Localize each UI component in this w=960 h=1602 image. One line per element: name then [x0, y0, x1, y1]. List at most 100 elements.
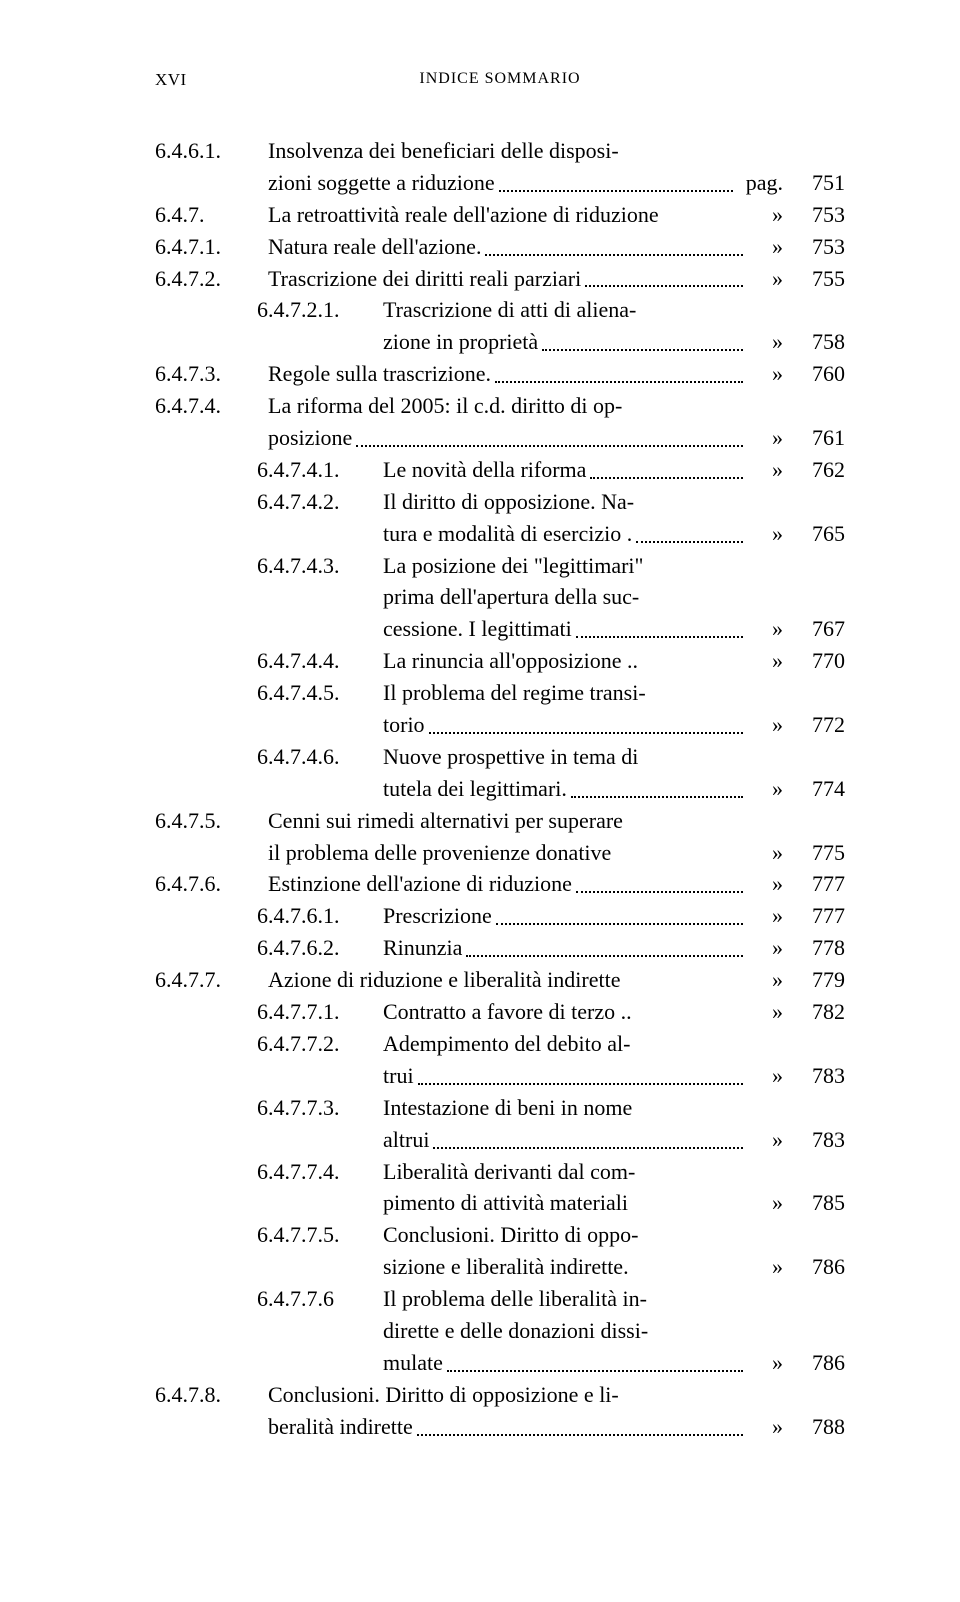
toc-entry: 6.4.7.7.6Il problema delle liberalità in… — [155, 1283, 845, 1379]
toc-line: Trascrizione dei diritti reali parziari»… — [268, 263, 845, 295]
toc-page-symbol: » — [747, 645, 793, 677]
toc-text: Trascrizione di atti di aliena-zione in … — [383, 294, 845, 358]
toc-line-text: cessione. I legittimati — [383, 613, 572, 645]
toc-text: Conclusioni. Diritto di oppo-sizione e l… — [383, 1219, 845, 1283]
toc-page-symbol: » — [747, 613, 793, 645]
toc-page-symbol: » — [747, 1411, 793, 1443]
toc-section-number: 6.4.7.2.1. — [257, 294, 383, 326]
toc-page-number: 786 — [793, 1347, 845, 1379]
toc-line-text: pimento di attività materiali — [383, 1187, 628, 1219]
page-header: XVI INDICE SOMMARIO XVI — [155, 70, 845, 90]
toc-line-text: Liberalità derivanti dal com- — [383, 1156, 635, 1188]
toc-line-text: Contratto a favore di terzo .. — [383, 996, 632, 1028]
toc-page-symbol: » — [747, 358, 793, 390]
toc-page-symbol: » — [747, 868, 793, 900]
toc-line: zioni soggette a riduzionepag.751 — [268, 167, 845, 199]
toc-entry: 6.4.7.La retroattività reale dell'azione… — [155, 199, 845, 231]
toc-leader — [636, 540, 743, 543]
toc-entry: 6.4.7.7.Azione di riduzione e liberalità… — [155, 964, 845, 996]
toc-entry: 6.4.7.5.Cenni sui rimedi alternativi per… — [155, 805, 845, 869]
toc-section-number: 6.4.7.3. — [155, 358, 268, 390]
toc-line: Intestazione di beni in nome — [383, 1092, 845, 1124]
toc-page-ref: »755 — [747, 263, 845, 295]
toc-line-text: beralità indirette — [268, 1411, 413, 1443]
toc-line-text: zione in proprietà — [383, 326, 538, 358]
toc-line: Nuove prospettive in tema di — [383, 741, 845, 773]
toc-line-text: La rinuncia all'opposizione .. — [383, 645, 638, 677]
toc-line: mulate»786 — [383, 1347, 845, 1379]
toc-line: Azione di riduzione e liberalità indiret… — [268, 964, 845, 996]
toc-page-symbol: » — [747, 1187, 793, 1219]
toc-leader — [542, 348, 743, 351]
toc-section-number: 6.4.7.2. — [155, 263, 268, 295]
toc-line: Liberalità derivanti dal com- — [383, 1156, 845, 1188]
toc-line: prima dell'apertura della suc- — [383, 581, 845, 613]
toc-page-ref: »788 — [747, 1411, 845, 1443]
toc-entry: 6.4.7.4.3.La posizione dei "legittimari"… — [155, 550, 845, 646]
toc-page-ref: »777 — [747, 900, 845, 932]
toc-page-symbol: » — [747, 326, 793, 358]
toc-section-number: 6.4.6.1. — [155, 135, 268, 167]
toc-leader — [571, 795, 743, 798]
toc-leader — [356, 444, 743, 447]
toc-line: torio»772 — [383, 709, 845, 741]
toc-line-text: Rinunzia — [383, 932, 462, 964]
toc-page-ref: »778 — [747, 932, 845, 964]
toc-text: Contratto a favore di terzo ..»782 — [383, 996, 845, 1028]
toc-line-text: Conclusioni. Diritto di opposizione e li… — [268, 1379, 619, 1411]
toc-page-number: 783 — [793, 1060, 845, 1092]
toc-section-number: 6.4.7.7.2. — [257, 1028, 383, 1060]
toc-page-symbol: » — [747, 518, 793, 550]
toc-line: Cenni sui rimedi alternativi per superar… — [268, 805, 845, 837]
toc-line: Insolvenza dei beneficiari delle disposi… — [268, 135, 845, 167]
toc-page-ref: »770 — [747, 645, 845, 677]
toc-entry: 6.4.7.7.4.Liberalità derivanti dal com-p… — [155, 1156, 845, 1220]
toc-line-text: torio — [383, 709, 425, 741]
toc-page-ref: »783 — [747, 1060, 845, 1092]
page-number: XVI — [155, 70, 187, 90]
toc-page-ref: »762 — [747, 454, 845, 486]
toc-page-number: 751 — [793, 167, 845, 199]
toc-section-number: 6.4.7.6. — [155, 868, 268, 900]
toc-line: Rinunzia »778 — [383, 932, 845, 964]
toc-text: La retroattività reale dell'azione di ri… — [268, 199, 845, 231]
toc-section-number: 6.4.7.5. — [155, 805, 268, 837]
toc-page-symbol: » — [747, 964, 793, 996]
toc-line-text: Trascrizione di atti di aliena- — [383, 294, 636, 326]
toc-page-number: 772 — [793, 709, 845, 741]
toc-entry: 6.4.7.7.2.Adempimento del debito al-trui… — [155, 1028, 845, 1092]
toc-text: Il problema delle liberalità in-dirette … — [383, 1283, 845, 1379]
toc-line: il problema delle provenienze donative»7… — [268, 837, 845, 869]
toc-leader — [499, 189, 733, 192]
toc-text: La posizione dei "legittimari"prima dell… — [383, 550, 845, 646]
toc-page-number: 777 — [793, 868, 845, 900]
toc-page-ref: »760 — [747, 358, 845, 390]
toc-line-text: posizione — [268, 422, 352, 454]
toc-page-ref: »753 — [747, 231, 845, 263]
toc-page-symbol: » — [747, 199, 793, 231]
toc-line: Adempimento del debito al- — [383, 1028, 845, 1060]
toc-entry: 6.4.7.6.1.Prescrizione»777 — [155, 900, 845, 932]
toc-text: Cenni sui rimedi alternativi per superar… — [268, 805, 845, 869]
toc-line: La retroattività reale dell'azione di ri… — [268, 199, 845, 231]
toc-line-text: Adempimento del debito al- — [383, 1028, 630, 1060]
toc-page-number: 786 — [793, 1251, 845, 1283]
toc-page-symbol: » — [747, 454, 793, 486]
toc-line-text: Il problema delle liberalità in- — [383, 1283, 647, 1315]
toc-section-number: 6.4.7.7.4. — [257, 1156, 383, 1188]
toc-line-text: Nuove prospettive in tema di — [383, 741, 638, 773]
toc-page-symbol: » — [747, 231, 793, 263]
toc-section-number: 6.4.7.4.4. — [257, 645, 383, 677]
toc-page-ref: »786 — [747, 1251, 845, 1283]
toc-line: cessione. I legittimati»767 — [383, 613, 845, 645]
toc-entry: 6.4.7.4.5.Il problema del regime transi-… — [155, 677, 845, 741]
toc-section-number: 6.4.7.4.2. — [257, 486, 383, 518]
toc-text: Il diritto di opposizione. Na-tura e mod… — [383, 486, 845, 550]
toc-entry: 6.4.6.1.Insolvenza dei beneficiari delle… — [155, 135, 845, 199]
toc-line-text: Natura reale dell'azione. — [268, 231, 481, 263]
toc-page-number: 782 — [793, 996, 845, 1028]
toc-line: Il problema delle liberalità in- — [383, 1283, 845, 1315]
toc-text: La riforma del 2005: il c.d. diritto di … — [268, 390, 845, 454]
toc-text: Natura reale dell'azione. »753 — [268, 231, 845, 263]
toc-text: Conclusioni. Diritto di opposizione e li… — [268, 1379, 845, 1443]
